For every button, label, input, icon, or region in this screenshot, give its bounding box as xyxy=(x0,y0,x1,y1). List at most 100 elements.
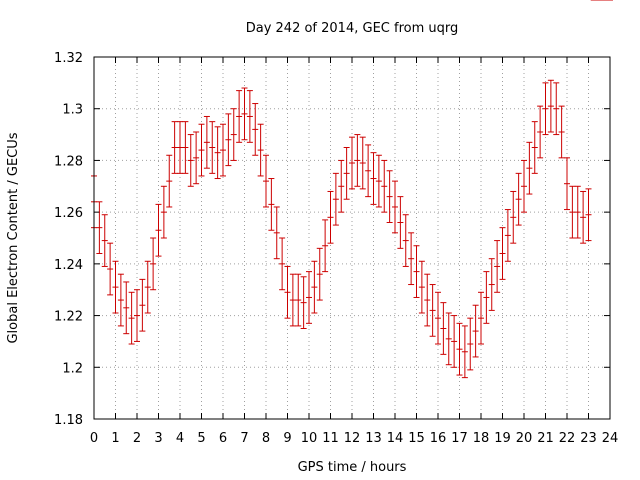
data-point xyxy=(311,260,318,314)
data-point xyxy=(413,245,420,298)
data-point xyxy=(101,214,108,267)
data-point xyxy=(338,159,345,213)
x-tick-label: 14 xyxy=(387,431,404,446)
data-point xyxy=(263,154,269,208)
data-point xyxy=(515,172,522,226)
chart-title: Day 242 of 2014, GEC from uqrg xyxy=(246,21,459,36)
data-point xyxy=(526,141,533,195)
data-point xyxy=(499,227,506,280)
data-point xyxy=(279,237,286,291)
data-point xyxy=(220,123,226,177)
x-tick-label: 9 xyxy=(283,431,291,446)
data-point xyxy=(327,190,334,244)
data-point xyxy=(306,271,312,324)
y-axis-ticks: 1.18 1.2 1.22 1.24 1.26 1.28 1.3 1.32 xyxy=(54,51,610,428)
data-point xyxy=(198,123,205,177)
data-point xyxy=(429,284,436,337)
data-point xyxy=(117,273,124,327)
chart-grid xyxy=(94,57,610,419)
data-point xyxy=(295,273,302,327)
data-point xyxy=(542,82,549,136)
data-point xyxy=(370,152,377,205)
data-point xyxy=(397,196,404,249)
x-tick-label: 0 xyxy=(90,431,98,446)
data-point xyxy=(214,126,221,180)
data-point xyxy=(155,203,162,257)
data-point xyxy=(408,232,415,286)
data-point xyxy=(553,82,560,136)
data-point xyxy=(252,103,259,156)
gec-series xyxy=(91,0,613,379)
x-tick-label: 6 xyxy=(219,431,227,446)
data-point xyxy=(461,325,468,379)
x-tick-label: 17 xyxy=(451,431,468,446)
y-tick-label: 1.2 xyxy=(62,361,83,376)
data-point xyxy=(472,304,479,358)
data-point xyxy=(300,276,307,329)
x-tick-label: 20 xyxy=(516,431,533,446)
y-tick-label: 1.32 xyxy=(54,51,83,66)
x-tick-label: 12 xyxy=(344,431,361,446)
data-point xyxy=(359,136,366,190)
data-point xyxy=(580,190,587,244)
data-point xyxy=(375,154,382,208)
data-point xyxy=(284,265,291,319)
data-point xyxy=(160,185,167,239)
data-point xyxy=(445,312,452,366)
y-axis-label: Global Electron Content / GECUs xyxy=(6,132,21,343)
data-point xyxy=(349,136,355,190)
data-point xyxy=(392,180,398,234)
x-tick-label: 4 xyxy=(176,431,184,446)
data-point xyxy=(569,185,576,239)
data-point xyxy=(236,90,243,143)
x-tick-label: 18 xyxy=(473,431,490,446)
plot-frame xyxy=(93,56,611,420)
data-point xyxy=(424,273,431,327)
data-point xyxy=(150,237,157,291)
data-point xyxy=(107,242,114,296)
data-point xyxy=(440,302,447,355)
data-point xyxy=(112,260,119,314)
data-point xyxy=(381,159,388,213)
x-tick-label: 21 xyxy=(537,431,554,446)
data-point xyxy=(166,154,173,208)
y-tick-label: 1.24 xyxy=(54,258,83,273)
x-tick-label: 10 xyxy=(301,431,318,446)
x-tick-label: 23 xyxy=(580,431,597,446)
x-tick-label: 15 xyxy=(408,431,425,446)
x-tick-label: 7 xyxy=(240,431,248,446)
x-tick-label: 1 xyxy=(111,431,119,446)
y-tick-label: 1.26 xyxy=(54,206,83,221)
y-tick-label: 1.3 xyxy=(62,103,83,118)
data-point xyxy=(585,188,592,242)
x-tick-label: 3 xyxy=(154,431,162,446)
x-tick-label: 16 xyxy=(430,431,447,446)
data-point xyxy=(402,214,409,267)
data-point xyxy=(123,281,130,335)
data-point xyxy=(209,121,216,174)
data-point xyxy=(268,178,275,231)
x-tick-label: 5 xyxy=(197,431,205,446)
data-point xyxy=(494,240,501,293)
x-axis-ticks: 0 1 2 3 4 5 6 7 8 9 10 11 12 13 14 15 16 17 18 19 20 21 22 23 24 xyxy=(90,57,618,446)
data-point xyxy=(521,159,527,213)
data-point xyxy=(203,115,210,169)
data-point xyxy=(564,157,570,211)
data-point xyxy=(483,271,490,324)
data-point xyxy=(365,144,372,198)
data-point xyxy=(558,105,565,159)
data-point xyxy=(451,315,458,368)
data-point xyxy=(467,317,474,371)
data-point xyxy=(574,185,581,239)
y-tick-label: 1.18 xyxy=(54,413,83,428)
x-tick-label: 19 xyxy=(494,431,511,446)
data-point xyxy=(257,123,264,177)
data-point xyxy=(144,260,151,314)
data-point xyxy=(241,87,248,141)
data-point xyxy=(456,322,463,376)
x-tick-label: 2 xyxy=(133,431,141,446)
x-tick-label: 8 xyxy=(262,431,270,446)
data-point xyxy=(510,190,517,244)
data-point xyxy=(96,201,103,255)
